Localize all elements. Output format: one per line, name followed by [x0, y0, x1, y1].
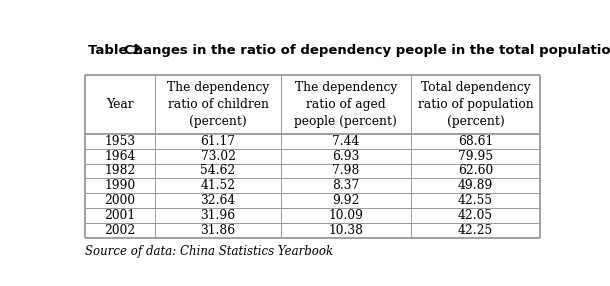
- Text: 1964: 1964: [104, 150, 136, 162]
- Text: 10.38: 10.38: [328, 224, 363, 237]
- Text: 2000: 2000: [104, 194, 135, 207]
- Text: 73.02: 73.02: [201, 150, 235, 162]
- Text: 79.95: 79.95: [458, 150, 493, 162]
- Text: Year: Year: [106, 98, 134, 111]
- Text: 7.44: 7.44: [332, 135, 359, 148]
- Text: 49.89: 49.89: [458, 179, 493, 192]
- Text: 6.93: 6.93: [332, 150, 359, 162]
- Text: 42.05: 42.05: [458, 209, 493, 222]
- Text: 1953: 1953: [104, 135, 135, 148]
- Text: 61.17: 61.17: [201, 135, 235, 148]
- Text: Source of data: China Statistics Yearbook: Source of data: China Statistics Yearboo…: [85, 245, 333, 258]
- Text: Total dependency
ratio of population
(percent): Total dependency ratio of population (pe…: [418, 81, 533, 128]
- Text: 8.37: 8.37: [332, 179, 359, 192]
- Text: 9.92: 9.92: [332, 194, 359, 207]
- Text: 54.62: 54.62: [201, 164, 235, 178]
- Text: 2002: 2002: [104, 224, 135, 237]
- Text: 10.09: 10.09: [328, 209, 363, 222]
- Text: 31.96: 31.96: [201, 209, 235, 222]
- Text: 42.25: 42.25: [458, 224, 493, 237]
- Text: 41.52: 41.52: [201, 179, 235, 192]
- Text: 68.61: 68.61: [458, 135, 493, 148]
- Text: 42.55: 42.55: [458, 194, 493, 207]
- Text: 31.86: 31.86: [201, 224, 235, 237]
- Text: 32.64: 32.64: [201, 194, 235, 207]
- Text: The dependency
ratio of children
(percent): The dependency ratio of children (percen…: [167, 81, 269, 128]
- Text: 62.60: 62.60: [458, 164, 493, 178]
- Text: 1990: 1990: [104, 179, 135, 192]
- Text: The dependency
ratio of aged
people (percent): The dependency ratio of aged people (per…: [294, 81, 397, 128]
- Text: Table 2: Table 2: [88, 44, 142, 57]
- Text: 1982: 1982: [104, 164, 136, 178]
- Text: 7.98: 7.98: [332, 164, 359, 178]
- Text: Changes in the ratio of dependency people in the total population: Changes in the ratio of dependency peopl…: [123, 44, 610, 57]
- Text: 2001: 2001: [104, 209, 135, 222]
